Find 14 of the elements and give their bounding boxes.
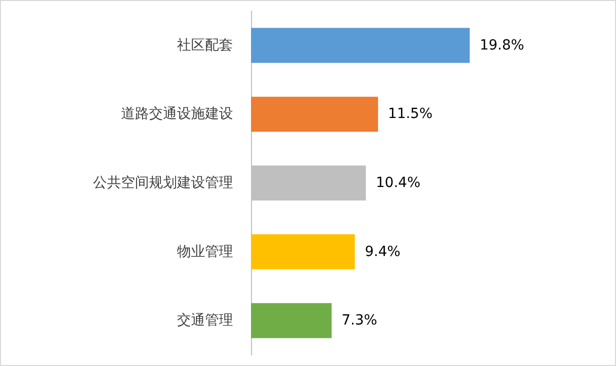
y-tick-label: 社区配套: [177, 37, 233, 54]
data-label: 11.5%: [388, 106, 433, 122]
y-tick-label: 物业管理: [177, 244, 233, 260]
bar: [251, 303, 332, 338]
bar: [251, 96, 378, 132]
data-label: 9.4%: [364, 244, 400, 260]
y-tick-label: 交通管理: [177, 312, 233, 329]
data-label: 19.8%: [480, 37, 524, 54]
bar: [251, 234, 355, 270]
bar: [251, 28, 470, 63]
y-tick-label: 道路交通设施建设: [121, 106, 233, 122]
data-label: 7.3%: [342, 312, 378, 329]
data-label: 10.4%: [376, 175, 420, 191]
y-tick-label: 公共空间规划建设管理: [93, 175, 233, 191]
